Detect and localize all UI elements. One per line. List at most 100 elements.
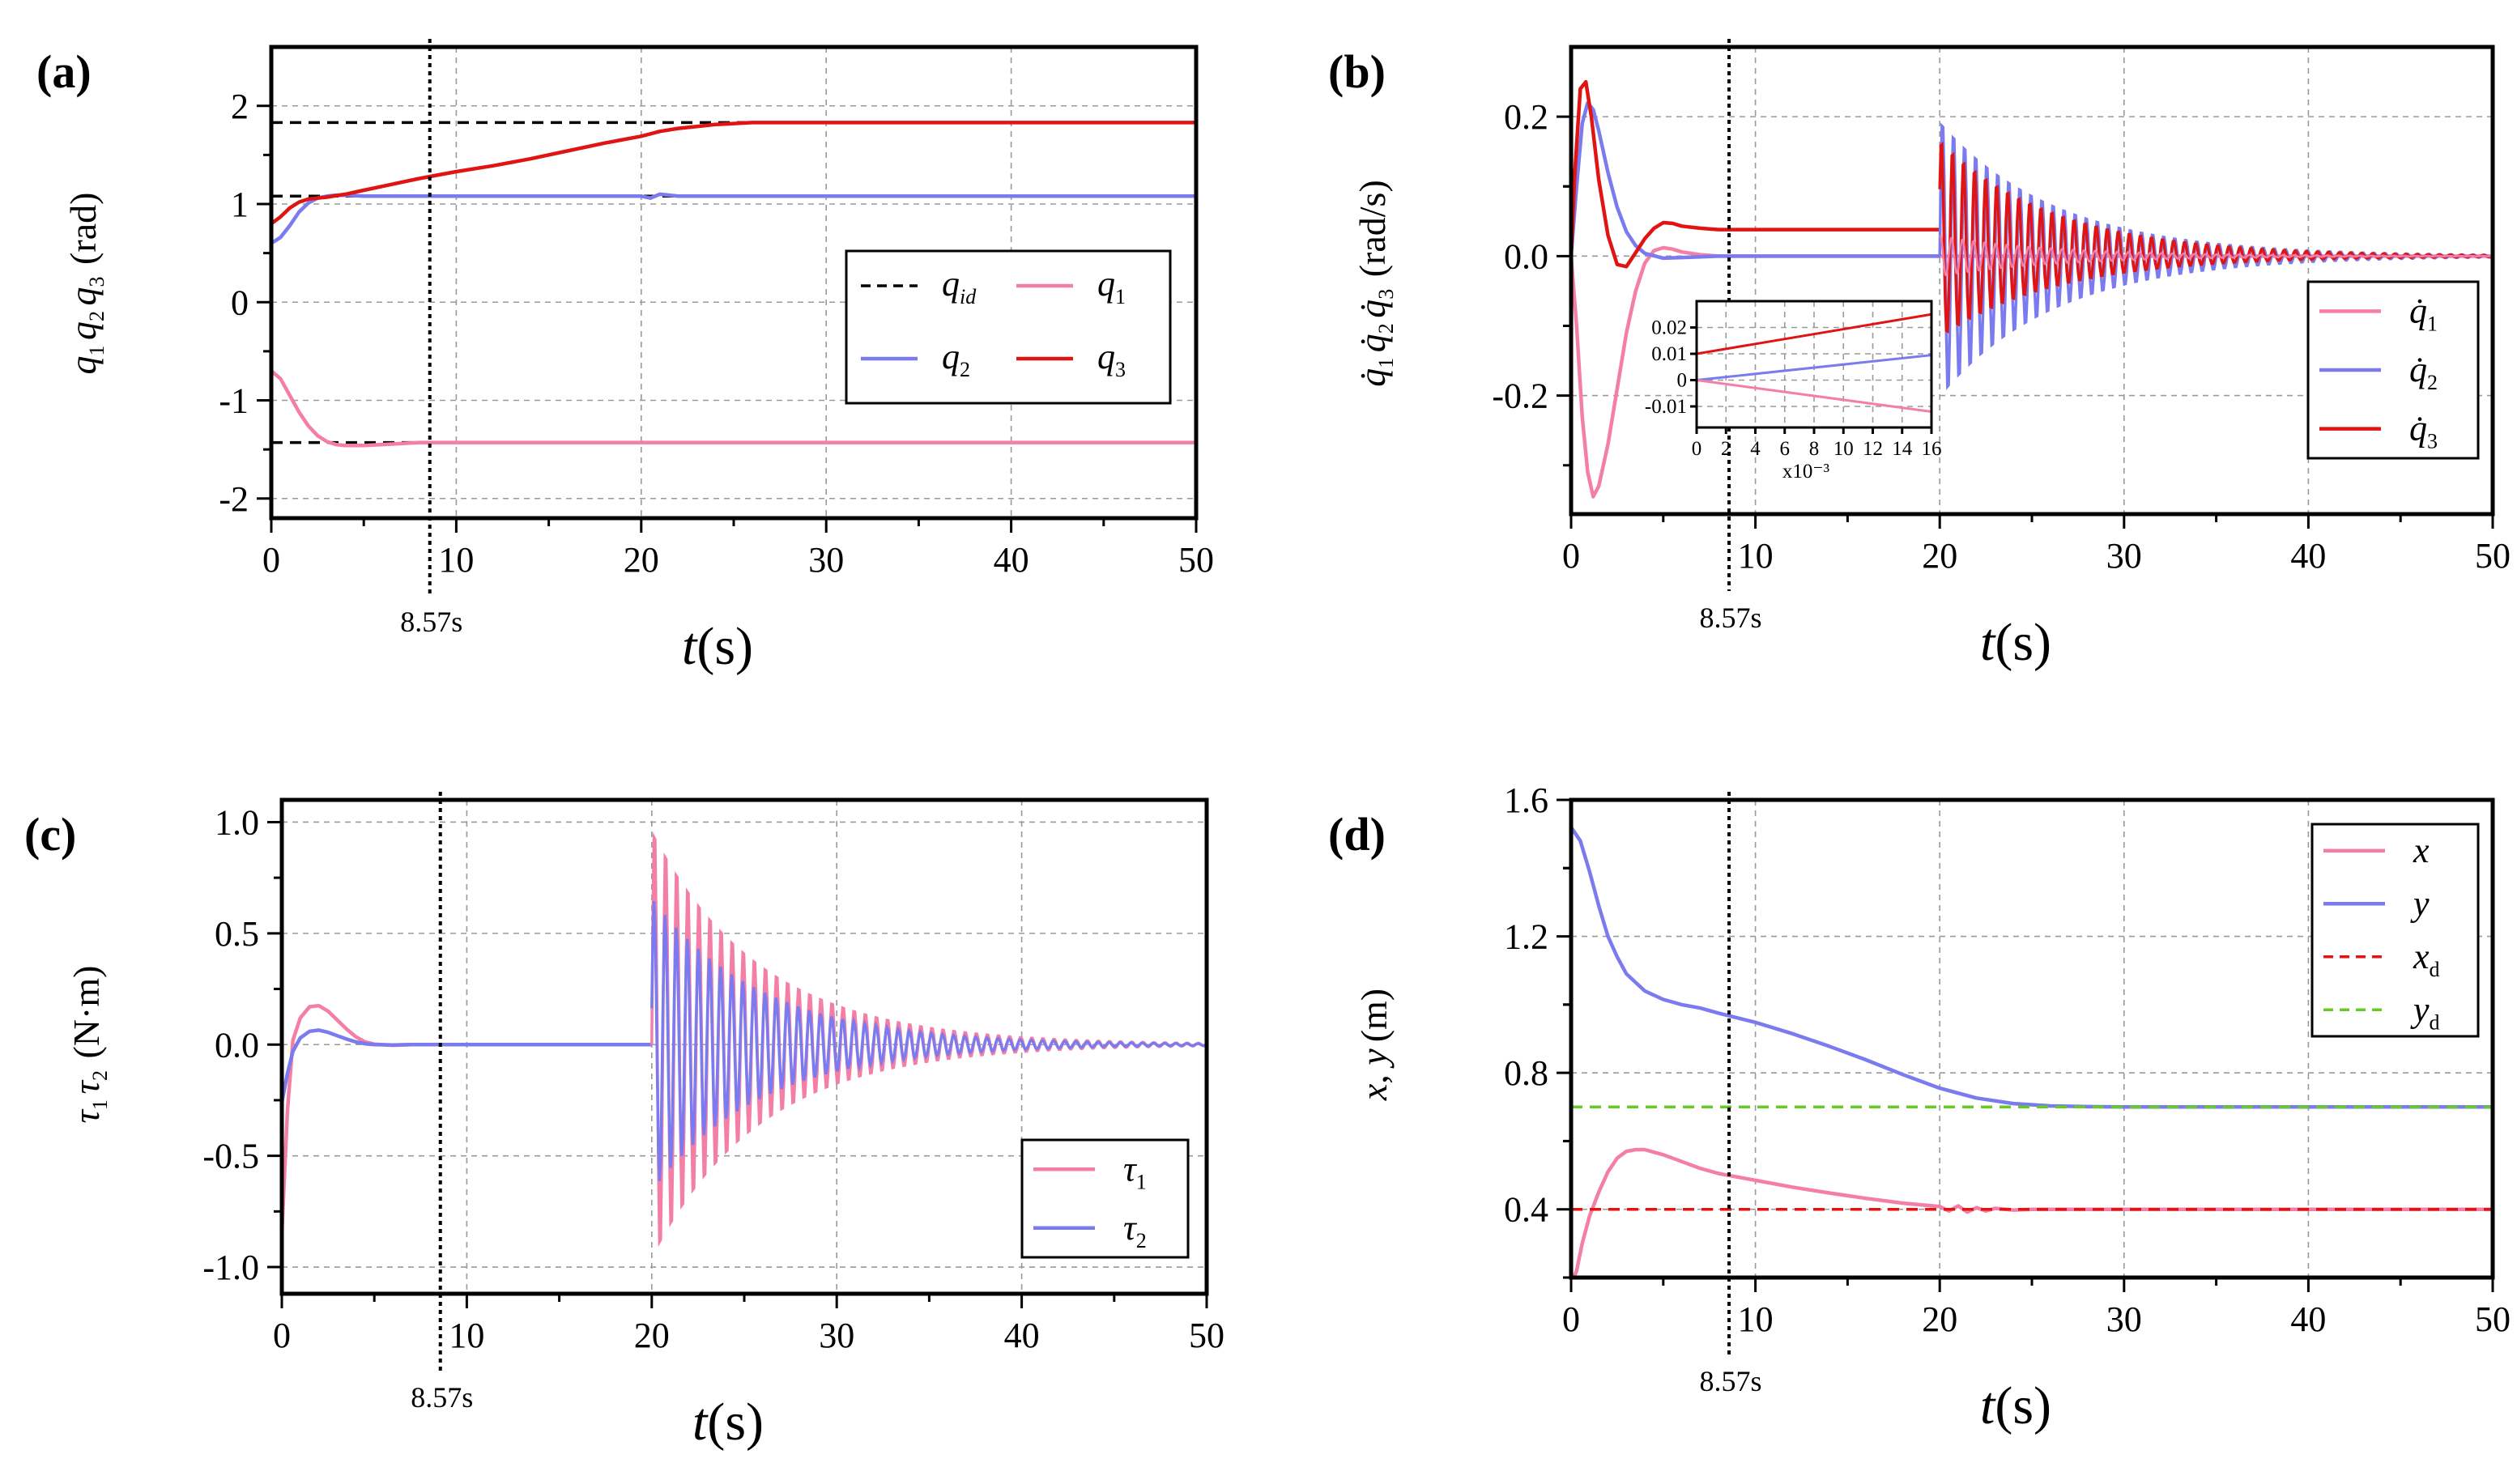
legend-sub: 3 [2427, 430, 2438, 453]
x-tick-label: 10 [1738, 1299, 1774, 1339]
x-tick-label: 30 [808, 540, 844, 580]
x-tick-label: 40 [994, 540, 1029, 580]
x-tick-label: 30 [2106, 1299, 2142, 1339]
y-axis-sub: 1 [88, 1099, 112, 1110]
panel-label: (c) [24, 808, 76, 861]
y-axis-var: q [62, 321, 104, 340]
y-tick-label: 1.6 [1504, 780, 1548, 820]
legend-sub: 1 [1115, 285, 1126, 308]
inset-x-tick-label: 4 [1750, 438, 1761, 460]
legend-sub: 1 [1136, 1170, 1147, 1193]
legend-label-x: x [2413, 831, 2430, 870]
y-axis-var: q̇ [1352, 300, 1393, 318]
inset-x-tick-label: 0 [1692, 438, 1702, 460]
x-axis-var: t [1980, 613, 1996, 672]
legend-var: q̇ [2409, 350, 2427, 389]
panel-label: (b) [1328, 45, 1386, 98]
y-axis-sub: 3 [1374, 289, 1398, 300]
plot-frame [269, 45, 1199, 521]
y-tick-label: -1 [219, 381, 249, 421]
legend-var: q [942, 337, 960, 376]
inset-y-tick-label: 0.01 [1651, 343, 1687, 365]
legend-var: y [2410, 883, 2430, 923]
ticks: 0 10 20 30 40 50-0.20.00.2 [1492, 97, 2511, 576]
x-tick-label: 0 [273, 1316, 291, 1355]
legend-var: x [2413, 937, 2430, 976]
y-axis-label: q̇1 q̇2 q̇3 (rad/s) [1352, 180, 1398, 387]
y-axis-label: q1 q2 q3 (rad) [62, 193, 109, 375]
y-axis-sep: , [1353, 1065, 1395, 1084]
series-q3 [271, 121, 1196, 226]
time-marker-label: 8.57s [1700, 602, 1762, 634]
series-q1 [271, 369, 1196, 448]
legend-var: x [2413, 831, 2430, 870]
series-x [1571, 1147, 2493, 1278]
y-axis-gap [77, 271, 100, 277]
y-axis-label: τ1 τ2 (N·m) [66, 966, 112, 1124]
x-tick-label: 0 [1562, 536, 1580, 576]
y-tick-label: -0.5 [202, 1137, 259, 1176]
y-tick-label: -2 [219, 479, 249, 519]
plot-area [1571, 826, 2493, 1278]
y-tick-label: 0.0 [1504, 236, 1548, 276]
legend-label-dq2: q̇2 [2409, 350, 2438, 394]
panel-b: 0 10 20 30 40 50-0.20.00.28.57s(b)t(s)q̇1 q̇2… [1328, 39, 2511, 672]
y-axis-unit: (m) [1353, 989, 1395, 1042]
panel-d: 0 10 20 30 40 50 0.4 0.8 1.2 1.6 8.57s (d) t(s) x, y (… [1328, 780, 2511, 1435]
legend-var: y [2410, 989, 2430, 1029]
y-axis-unit: (rad) [62, 193, 104, 265]
legend-var: q̇ [2409, 409, 2427, 449]
inset-x-tick-label: 2 [1721, 438, 1731, 460]
x-axis-var: t [692, 1393, 709, 1452]
legend-sub: id [960, 285, 977, 308]
x-axis-label: t(s) [682, 617, 753, 676]
x-tick-label: 20 [634, 1316, 670, 1355]
legend-var: τ [1123, 1208, 1138, 1248]
legend-var: q [1097, 264, 1115, 304]
legend-label-tau2: τ2 [1123, 1208, 1147, 1252]
inset-x-tick-label: 6 [1780, 438, 1791, 460]
y-tick-label: 1 [231, 185, 249, 224]
inset-x-tick-label: 16 [1922, 438, 1942, 460]
plot-frame [1569, 797, 2495, 1280]
legend-var: q [1097, 337, 1115, 376]
inset-frame [1695, 300, 1933, 429]
y-axis-var: x [1353, 1083, 1395, 1101]
plot-area [282, 831, 1207, 1248]
inset-series-1 [1696, 354, 1932, 381]
legend-sub: 3 [1115, 358, 1126, 381]
y-tick-label: 0.2 [1504, 97, 1548, 137]
inset-y-tick-label: -0.01 [1645, 396, 1687, 418]
x-tick-label: 50 [2475, 536, 2511, 576]
panel-c: 0 10 20 30 40 50 -1.0 -0.5 0.0 0.5 1.0 8.57s (c) t(s)… [24, 792, 1224, 1452]
inset-x-unit: x10⁻³ [1782, 461, 1830, 483]
legend-label-dq1: q̇1 [2409, 291, 2438, 335]
legend-label-q2: q2 [942, 337, 970, 381]
legend-label-tau1: τ1 [1123, 1149, 1147, 1193]
x-tick-label: 0 [262, 540, 280, 580]
plot-area [1571, 79, 2493, 499]
legend-var: τ [1123, 1149, 1138, 1188]
legend-label-qid2: qid [942, 264, 977, 308]
x-axis-unit: (s) [1995, 613, 2051, 672]
y-axis-var: q [62, 287, 104, 305]
y-axis-var: τ [66, 1079, 107, 1094]
y-axis-var: y [1353, 1048, 1395, 1069]
x-tick-label: 0 [1562, 1299, 1580, 1339]
y-axis-unit: (N·m) [66, 966, 107, 1059]
y-axis-sub: 1 [85, 345, 109, 355]
panel-label: (d) [1328, 808, 1386, 861]
y-axis-unit: (rad/s) [1352, 180, 1393, 277]
legend-sub: 2 [960, 358, 970, 381]
inset-series-2 [1696, 379, 1932, 413]
x-axis-label: t(s) [1980, 1376, 2051, 1435]
x-tick-label: 50 [2475, 1299, 2511, 1339]
y-axis-sub: 1 [1374, 358, 1398, 368]
y-axis-sub: 2 [88, 1070, 112, 1081]
x-tick-label: 10 [438, 540, 474, 580]
y-axis-sub: 3 [85, 276, 109, 287]
series-dq3-burst [1938, 141, 2493, 334]
